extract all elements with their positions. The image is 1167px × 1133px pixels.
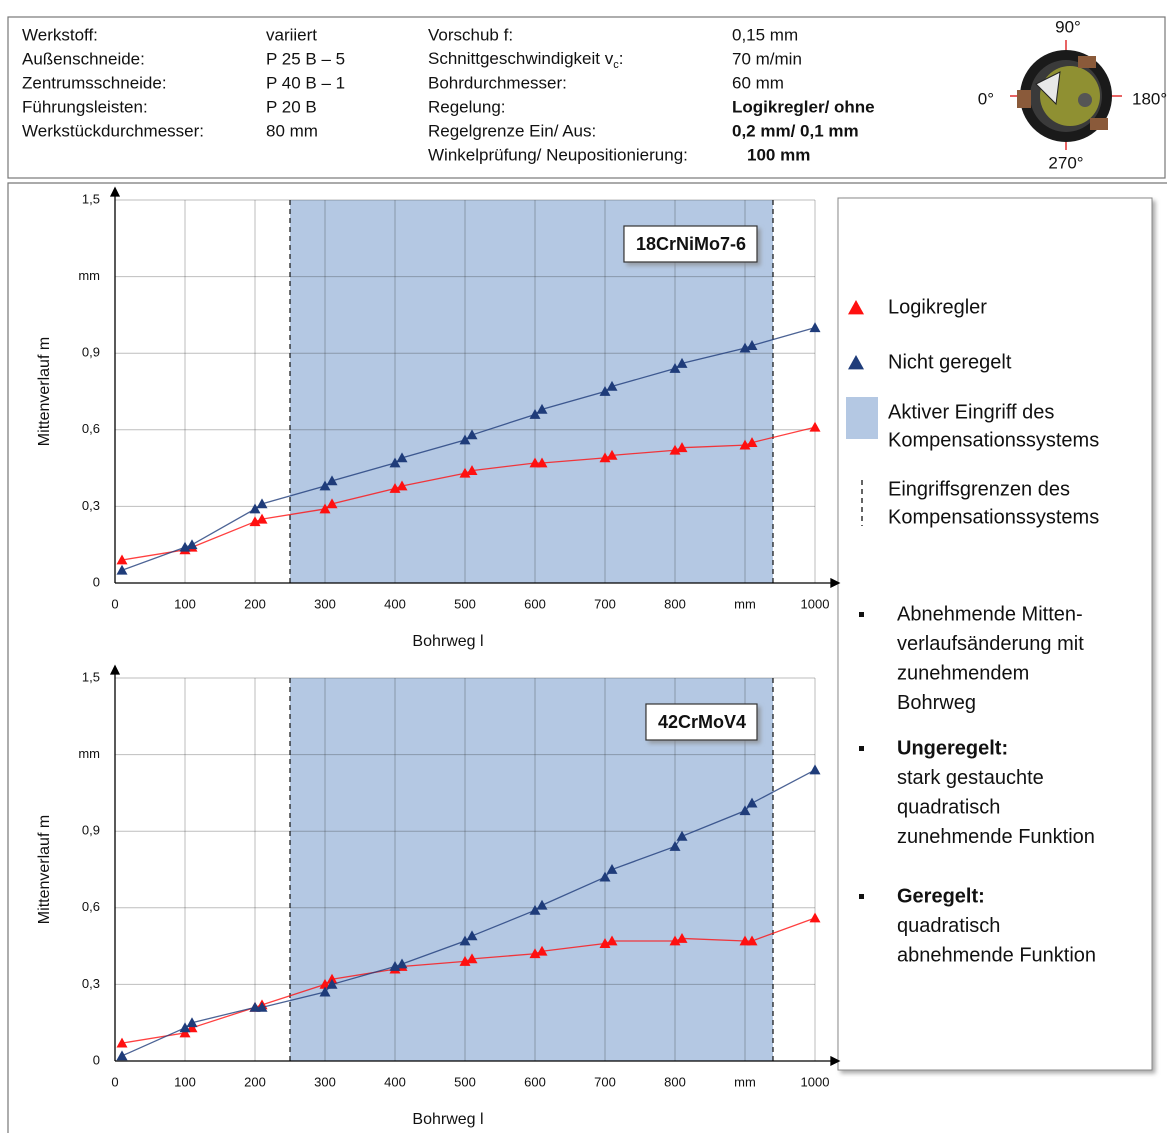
y-tick-label: mm: [78, 746, 100, 761]
spec-label: Regelgrenze Ein/ Aus:: [428, 121, 596, 140]
x-tick-label: 0: [111, 596, 118, 611]
y-axis: [111, 188, 119, 583]
spec-value: Logikregler/ ohne: [732, 97, 875, 116]
angle-label: 180°: [1132, 89, 1167, 108]
angle-label: 270°: [1048, 153, 1083, 172]
note-heading: Ungeregelt:: [897, 737, 1008, 759]
spec-value: variiert: [266, 25, 317, 44]
x-axis-label: Bohrweg l: [412, 1111, 483, 1128]
page: Werkstoff: variiert Außenschneide: P 25 B –…: [0, 0, 1167, 1133]
x-tick-label: 300: [314, 596, 336, 611]
note-text: verlaufsänderung mit: [897, 633, 1084, 655]
note-heading: Geregelt:: [897, 885, 985, 907]
y-tick-label: 0,3: [82, 498, 100, 513]
legend-label: Kompensationssystems: [888, 506, 1099, 528]
y-tick-label: 0: [93, 574, 100, 589]
spec-value: 80 mm: [266, 121, 318, 140]
spec-label: Werkstückdurchmesser:: [22, 121, 204, 140]
note-bullet: [859, 746, 864, 751]
y-tick-label: 1,5: [82, 669, 100, 684]
x-tick-label: 200: [244, 596, 266, 611]
x-tick-label: 700: [594, 596, 616, 611]
x-tick-label: 300: [314, 1074, 336, 1089]
x-tick-label: 500: [454, 1074, 476, 1089]
x-tick-label: 600: [524, 1074, 546, 1089]
data-point: [117, 565, 128, 575]
x-tick-label: 0: [111, 1074, 118, 1089]
data-point: [810, 322, 821, 332]
x-tick-label: 400: [384, 1074, 406, 1089]
angle-label: 0°: [978, 89, 994, 108]
note-text: Abnehmende Mitten-: [897, 603, 1083, 625]
y-tick-label: 1,5: [82, 191, 100, 206]
legend-label: Aktiver Eingriff des: [888, 401, 1054, 423]
legend-label: Nicht geregelt: [888, 351, 1012, 373]
x-tick-label: 100: [174, 596, 196, 611]
spec-label: Schnittgeschwindigkeit vc:: [428, 49, 623, 70]
x-tick-label: 200: [244, 1074, 266, 1089]
data-point: [810, 913, 821, 923]
spec-value: 60 mm: [732, 73, 784, 92]
angle-label: 90°: [1055, 17, 1081, 36]
y-axis-label: Mittenverlauf m: [36, 815, 53, 924]
x-tick-label: 800: [664, 1074, 686, 1089]
y-axis-label: Mittenverlauf m: [36, 337, 53, 446]
y-tick-label: 0,9: [82, 823, 100, 838]
note-text: zunehmendem: [897, 662, 1029, 684]
y-tick-label: 0,9: [82, 345, 100, 360]
spec-value: P 40 B – 1: [266, 73, 345, 92]
x-tick-label: 800: [664, 596, 686, 611]
spec-label: Führungsleisten:: [22, 97, 148, 116]
data-point: [810, 422, 821, 432]
spec-label: Regelung:: [428, 97, 506, 116]
note-text: quadratisch: [897, 796, 1000, 818]
x-axis-label: Bohrweg l: [412, 633, 483, 650]
spec-label: Bohrdurchmesser:: [428, 73, 567, 92]
x-tick-label: mm: [734, 1074, 756, 1089]
note-text: abnehmende Funktion: [897, 944, 1096, 966]
y-tick-label: 0,6: [82, 421, 100, 436]
spec-label-tail: :: [619, 49, 624, 68]
data-point: [117, 1050, 128, 1060]
x-tick-label: 1000: [801, 1074, 830, 1089]
x-tick-label: 400: [384, 596, 406, 611]
spec-value: P 20 B: [266, 97, 317, 116]
spec-value: 0,15 mm: [732, 25, 798, 44]
x-tick-label: 100: [174, 1074, 196, 1089]
spec-value: P 25 B – 5: [266, 49, 345, 68]
spec-label: Winkelprüfung/ Neupositionierung:: [428, 145, 688, 164]
spec-value: 100 mm: [747, 145, 810, 164]
legend-label: Logikregler: [888, 296, 987, 318]
x-tick-label: mm: [734, 596, 756, 611]
y-tick-label: 0,3: [82, 976, 100, 991]
chart-title: 42CrMoV4: [658, 712, 746, 732]
note-text: zunehmende Funktion: [897, 826, 1095, 848]
x-tick-label: 700: [594, 1074, 616, 1089]
spec-label: Vorschub f:: [428, 25, 513, 44]
y-tick-label: 0: [93, 1052, 100, 1067]
note-text: stark gestauchte: [897, 767, 1044, 789]
spec-label: Zentrumsschneide:: [22, 73, 167, 92]
spec-label: Außenschneide:: [22, 49, 145, 68]
legend-label: Eingriffsgrenzen des: [888, 478, 1070, 500]
x-tick-label: 1000: [801, 596, 830, 611]
note-bullet: [859, 612, 864, 617]
chart-title: 18CrNiMo7-6: [636, 234, 746, 254]
y-tick-label: mm: [78, 268, 100, 283]
data-point: [810, 764, 821, 774]
spec-value: 70 m/min: [732, 49, 802, 68]
data-point: [187, 539, 198, 549]
legend-swatch: [846, 397, 878, 439]
note-bullet: [859, 894, 864, 899]
note-text: quadratisch: [897, 915, 1000, 937]
y-tick-label: 0,6: [82, 899, 100, 914]
y-axis: [111, 666, 119, 1061]
note-text: Bohrweg: [897, 692, 976, 714]
legend-label: Kompensationssystems: [888, 429, 1099, 451]
x-tick-label: 500: [454, 596, 476, 611]
spec-value: 0,2 mm/ 0,1 mm: [732, 121, 859, 140]
spec-label: Werkstoff:: [22, 25, 98, 44]
x-tick-label: 600: [524, 596, 546, 611]
spec-label-main: Schnittgeschwindigkeit v: [428, 49, 614, 68]
